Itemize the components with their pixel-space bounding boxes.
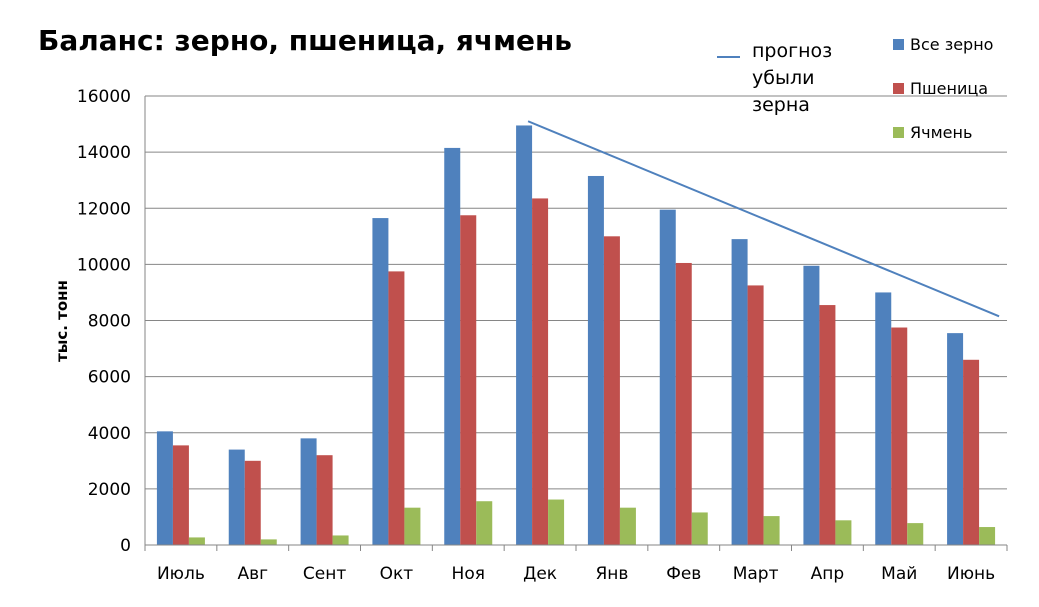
bar xyxy=(260,539,277,545)
x-tick-label: Апр xyxy=(811,564,845,584)
y-tick-label: 10000 xyxy=(77,255,131,275)
bar xyxy=(907,523,924,545)
y-tick-label: 14000 xyxy=(77,143,131,163)
x-tick-label: Июнь xyxy=(947,564,995,584)
forecast-trend xyxy=(527,120,1000,318)
bar xyxy=(963,359,980,545)
bar xyxy=(548,499,565,545)
bar xyxy=(803,265,820,545)
bar xyxy=(228,449,245,545)
bar xyxy=(476,501,493,545)
forecast-line xyxy=(527,120,1000,318)
bar xyxy=(659,209,676,545)
y-axis-label: тыс. тонн xyxy=(53,280,71,362)
bar xyxy=(891,327,908,545)
bar xyxy=(172,445,189,545)
bar xyxy=(188,537,205,545)
y-tick-label: 6000 xyxy=(88,368,131,388)
x-tick-label: Ноя xyxy=(452,564,485,584)
x-tick-label: Авг xyxy=(237,564,268,584)
y-tick-label: 8000 xyxy=(88,312,131,332)
x-tick-label: Дек xyxy=(523,564,557,584)
bar xyxy=(388,271,405,545)
legend-swatch xyxy=(893,83,904,94)
bar xyxy=(156,431,173,545)
y-tick-label: 4000 xyxy=(88,424,131,444)
x-tick-label: Март xyxy=(733,564,779,584)
chart-title: Баланс: зерно, пшеница, ячмень xyxy=(38,24,572,57)
bar xyxy=(835,520,852,545)
forecast-legend-label: убыли xyxy=(752,67,814,89)
y-tick-label: 0 xyxy=(120,536,131,556)
bar xyxy=(444,147,461,545)
bars xyxy=(156,125,996,545)
legend-label: Ячмень xyxy=(910,123,972,142)
forecast-legend-label: зерна xyxy=(752,94,810,116)
x-tick-label: Фев xyxy=(666,564,701,584)
legend-label: Пшеница xyxy=(910,79,988,98)
legend-swatch xyxy=(893,127,904,138)
bar xyxy=(819,305,836,545)
forecast-legend-label: прогноз xyxy=(752,40,832,62)
bar xyxy=(619,507,636,545)
bar xyxy=(316,455,333,545)
x-tick-label: Янв xyxy=(595,564,628,584)
bar xyxy=(691,512,708,545)
bar xyxy=(875,292,892,545)
bar xyxy=(332,535,349,545)
bar xyxy=(979,527,996,545)
bar xyxy=(603,236,620,545)
y-tick-label: 2000 xyxy=(88,480,131,500)
y-tick-label: 16000 xyxy=(77,87,131,107)
bar xyxy=(372,218,389,545)
bar xyxy=(763,516,780,545)
bar xyxy=(300,438,317,545)
x-tick-label: Окт xyxy=(380,564,414,584)
bar xyxy=(244,460,261,545)
legend-swatch xyxy=(893,39,904,50)
y-tick-label: 12000 xyxy=(77,199,131,219)
bar xyxy=(947,333,964,545)
bar xyxy=(675,262,692,545)
axes: 0 2000 4000 6000 8000 10000 12000 14000 16000 тыс… xyxy=(53,87,1008,584)
x-tick-label: Сент xyxy=(303,564,346,584)
legend: прогноз убыли зерна Все зерно Пшеница Ячмень xyxy=(717,35,993,142)
bar xyxy=(404,507,421,545)
bar xyxy=(460,215,477,545)
bar xyxy=(731,239,748,545)
bar xyxy=(532,198,549,545)
bar xyxy=(587,175,604,545)
x-tick-label: Июль xyxy=(157,564,205,584)
x-tick-label: Май xyxy=(881,564,917,584)
bar xyxy=(516,125,533,545)
legend-label: Все зерно xyxy=(910,35,993,54)
bar xyxy=(747,285,764,545)
